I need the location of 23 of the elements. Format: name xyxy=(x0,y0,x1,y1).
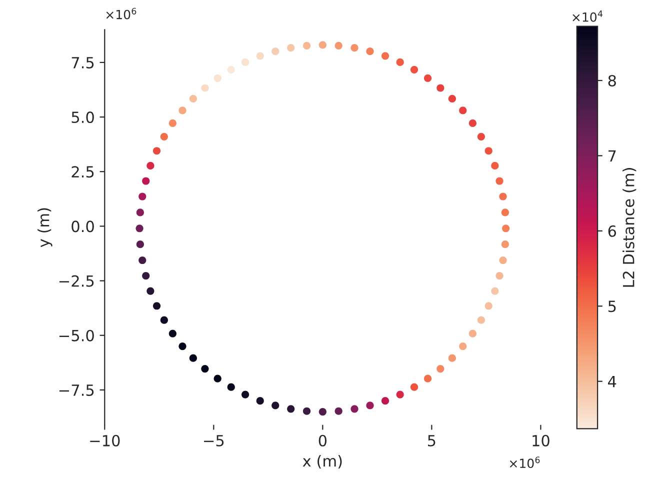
color-bar-label: 7 xyxy=(608,150,616,162)
color-bar-label: 6 xyxy=(608,225,616,237)
y-tick-label: 7.5 xyxy=(72,57,94,68)
y-axis-title: y (m) xyxy=(38,208,52,248)
y-tick-label: −5.0 xyxy=(59,330,94,342)
color-bar-title: L2 Distance (m) xyxy=(622,168,636,287)
x-tick-label: −5 xyxy=(204,435,224,446)
text: ×10$^{6}$ xyxy=(106,8,136,20)
color-bar-label: 8 xyxy=(608,74,616,87)
color-bar-label: 4 xyxy=(608,376,616,388)
x-tick-label: 10 xyxy=(532,434,550,446)
text: ×10$^{6}$ xyxy=(510,456,540,468)
x-axis-title: x (m) xyxy=(302,454,342,469)
x-tick-label: 0 xyxy=(318,434,327,446)
x-tick-label: −10 xyxy=(90,434,120,446)
color-bar-label: 5 xyxy=(608,300,616,312)
x-tick-label: 5 xyxy=(428,435,436,446)
y-tick-label: −7.5 xyxy=(59,384,94,396)
y-tick-label: 5.0 xyxy=(72,111,94,124)
y-tick-label: −2.5 xyxy=(59,275,94,287)
text: ×10$^{4}$ xyxy=(572,10,603,22)
y-tick-label: 0.0 xyxy=(72,220,94,232)
y-tick-label: 2.5 xyxy=(72,166,94,178)
